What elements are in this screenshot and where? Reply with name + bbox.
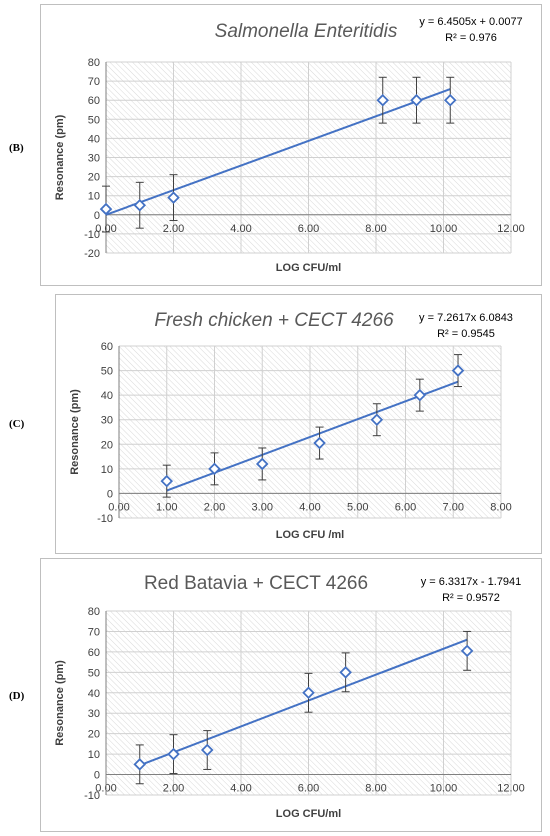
trendline-equation: y = 7.2617x 6.0843 bbox=[419, 312, 513, 324]
y-tick-label: -10 bbox=[84, 229, 100, 241]
x-axis-label: LOG CFU /ml bbox=[276, 529, 344, 541]
y-tick-label: 30 bbox=[101, 415, 113, 427]
x-tick-label: 6.00 bbox=[298, 223, 319, 235]
r-squared-label: R² = 0.976 bbox=[445, 32, 497, 44]
x-tick-label: 5.00 bbox=[347, 501, 368, 513]
x-tick-label: 1.00 bbox=[156, 501, 177, 513]
y-tick-label: 20 bbox=[88, 172, 100, 184]
x-axis-label: LOG CFU/ml bbox=[276, 262, 341, 274]
y-tick-label: 80 bbox=[88, 606, 100, 618]
y-tick-label: 40 bbox=[88, 133, 100, 145]
y-tick-label: 10 bbox=[88, 749, 100, 761]
panel-label-c: (C) bbox=[9, 418, 25, 430]
y-tick-label: 60 bbox=[88, 647, 100, 659]
y-tick-label: 40 bbox=[88, 688, 100, 700]
y-tick-label: 50 bbox=[88, 667, 100, 679]
x-tick-label: 4.00 bbox=[230, 783, 251, 795]
y-tick-label: 0 bbox=[94, 210, 100, 222]
x-axis-label: LOG CFU/ml bbox=[276, 808, 341, 820]
chart-title: Salmonella Enteritidis bbox=[215, 21, 398, 42]
x-tick-label: 2.00 bbox=[204, 501, 225, 513]
trendline-equation: y = 6.4505x + 0.0077 bbox=[419, 16, 522, 28]
y-tick-label: -20 bbox=[84, 248, 100, 260]
r-squared-label: R² = 0.9545 bbox=[437, 328, 495, 340]
chart-c-frame: -10 0 10 20 30 40 50 60 0.00 1.00 2.00 3.00 4.00 5.00… bbox=[55, 294, 542, 554]
x-tick-label: 8.00 bbox=[365, 783, 386, 795]
data-point bbox=[443, 93, 457, 107]
data-point bbox=[167, 747, 180, 761]
y-tick-label: 60 bbox=[101, 341, 113, 353]
y-tick-label: 50 bbox=[88, 114, 100, 126]
y-tick-label: 70 bbox=[88, 626, 100, 638]
y-tick-label: 20 bbox=[101, 439, 113, 451]
data-point bbox=[99, 202, 113, 216]
data-point bbox=[133, 758, 147, 771]
x-tick-label: 12.00 bbox=[497, 783, 525, 795]
y-tick-label: 40 bbox=[101, 390, 113, 402]
y-tick-label: 10 bbox=[101, 464, 113, 476]
y-axis-label: Resonance (pm) bbox=[69, 389, 81, 475]
x-tick-label: 2.00 bbox=[163, 783, 184, 795]
trendline-equation: y = 6.3317x - 1.7941 bbox=[421, 576, 522, 588]
y-tick-label: 70 bbox=[88, 76, 100, 88]
y-tick-label: 30 bbox=[88, 153, 100, 165]
y-tick-label: 10 bbox=[88, 191, 100, 203]
x-tick-label: 8.00 bbox=[490, 501, 511, 513]
x-tick-label: 4.00 bbox=[230, 223, 251, 235]
r-squared-label: R² = 0.9572 bbox=[442, 592, 500, 604]
x-tick-label: 6.00 bbox=[298, 783, 319, 795]
data-point bbox=[160, 474, 174, 488]
chart-b-frame: -20 -10 0 10 20 30 40 50 60 70 80 0.00 2.00 4.00 6.00 8… bbox=[40, 4, 542, 286]
data-point bbox=[413, 388, 427, 402]
data-point bbox=[313, 436, 326, 450]
y-tick-label: 60 bbox=[88, 95, 100, 107]
y-tick-label: 0 bbox=[94, 770, 100, 782]
data-point bbox=[460, 644, 474, 658]
data-point bbox=[370, 413, 384, 426]
x-tick-label: 10.00 bbox=[430, 223, 458, 235]
x-tick-label: 12.00 bbox=[497, 223, 525, 235]
y-tick-label: 20 bbox=[88, 729, 100, 741]
trendline bbox=[139, 638, 468, 767]
data-point bbox=[200, 743, 214, 757]
data-point bbox=[302, 686, 315, 700]
x-tick-label: 6.00 bbox=[395, 501, 416, 513]
data-point bbox=[208, 462, 221, 476]
chart-d-frame: -10 0 10 20 30 40 50 60 70 80 0.00 2.00 4.00 6.00 8.00… bbox=[40, 558, 542, 832]
x-tick-label: 4.00 bbox=[299, 501, 320, 513]
chart-title: Red Batavia + CECT 4266 bbox=[144, 573, 368, 594]
x-tick-label: 3.00 bbox=[252, 501, 273, 513]
x-tick-label: 2.00 bbox=[163, 223, 184, 235]
data-point bbox=[451, 364, 465, 377]
x-tick-label: 10.00 bbox=[430, 783, 458, 795]
chart-title: Fresh chicken + CECT 4266 bbox=[154, 310, 394, 331]
panel-label-d: (D) bbox=[9, 690, 25, 702]
x-tick-label: 7.00 bbox=[443, 501, 464, 513]
data-point bbox=[376, 93, 390, 107]
y-axis-label: Resonance (pm) bbox=[54, 660, 66, 746]
data-point bbox=[410, 93, 423, 107]
y-axis-label: Resonance (pm) bbox=[54, 114, 66, 200]
y-tick-label: 0 bbox=[107, 488, 113, 500]
y-tick-label: 80 bbox=[88, 57, 100, 69]
data-point bbox=[339, 666, 352, 679]
trendline bbox=[105, 88, 451, 216]
y-tick-label: -10 bbox=[97, 513, 113, 525]
data-point bbox=[133, 198, 147, 212]
y-tick-label: -10 bbox=[84, 790, 100, 802]
panel-label-b: (B) bbox=[9, 142, 24, 154]
data-point bbox=[255, 457, 269, 471]
x-tick-label: 8.00 bbox=[365, 223, 386, 235]
data-point bbox=[167, 191, 180, 204]
y-tick-label: 30 bbox=[88, 708, 100, 720]
y-tick-label: 50 bbox=[101, 366, 113, 378]
